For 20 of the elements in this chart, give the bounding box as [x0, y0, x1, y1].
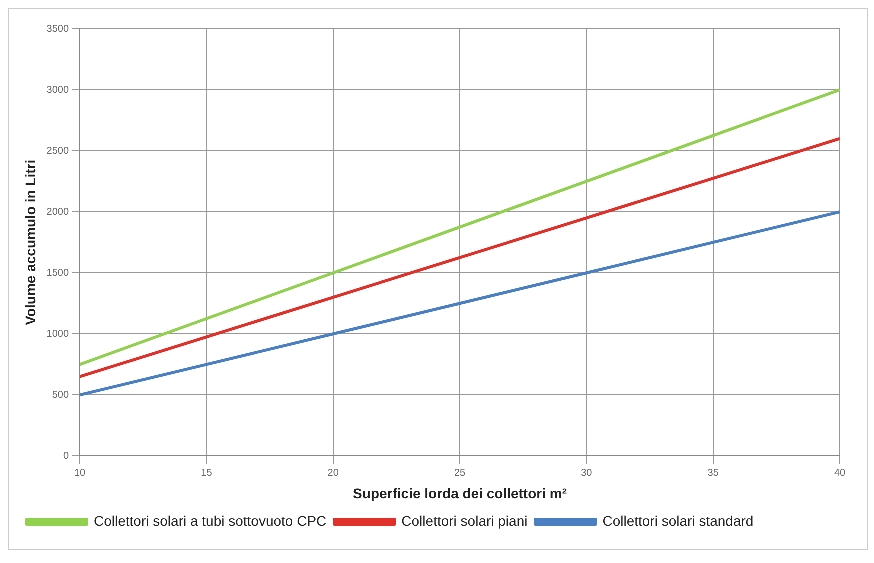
y-tick-label: 3500: [46, 24, 70, 35]
x-tick-label: 40: [834, 468, 846, 479]
x-tick-label: 15: [201, 468, 213, 479]
y-tick-label: 1500: [46, 268, 70, 279]
y-tick-label: 0: [63, 450, 70, 462]
y-tick-label: 3000: [46, 84, 70, 96]
legend-label: Collettori solari standard: [602, 512, 754, 529]
y-axis-title: Volume accumulo in Litri: [22, 160, 38, 326]
legend-label: Collettori solari piani: [402, 512, 528, 529]
x-tick-label: 10: [74, 468, 86, 479]
x-tick-label: 25: [454, 468, 466, 479]
y-tick-label: 2500: [46, 146, 70, 157]
legend-label: Collettori solari a tubi sottovuoto CPC: [94, 512, 327, 529]
y-tick-label: 500: [52, 390, 70, 401]
x-axis-title: Superficie lorda dei collettori m²: [353, 485, 568, 502]
x-tick-label: 20: [328, 468, 340, 479]
y-tick-label: 1000: [46, 328, 70, 340]
x-tick-label: 35: [708, 468, 720, 479]
x-tick-label: 30: [581, 468, 593, 479]
y-tick-label: 2000: [46, 206, 70, 218]
